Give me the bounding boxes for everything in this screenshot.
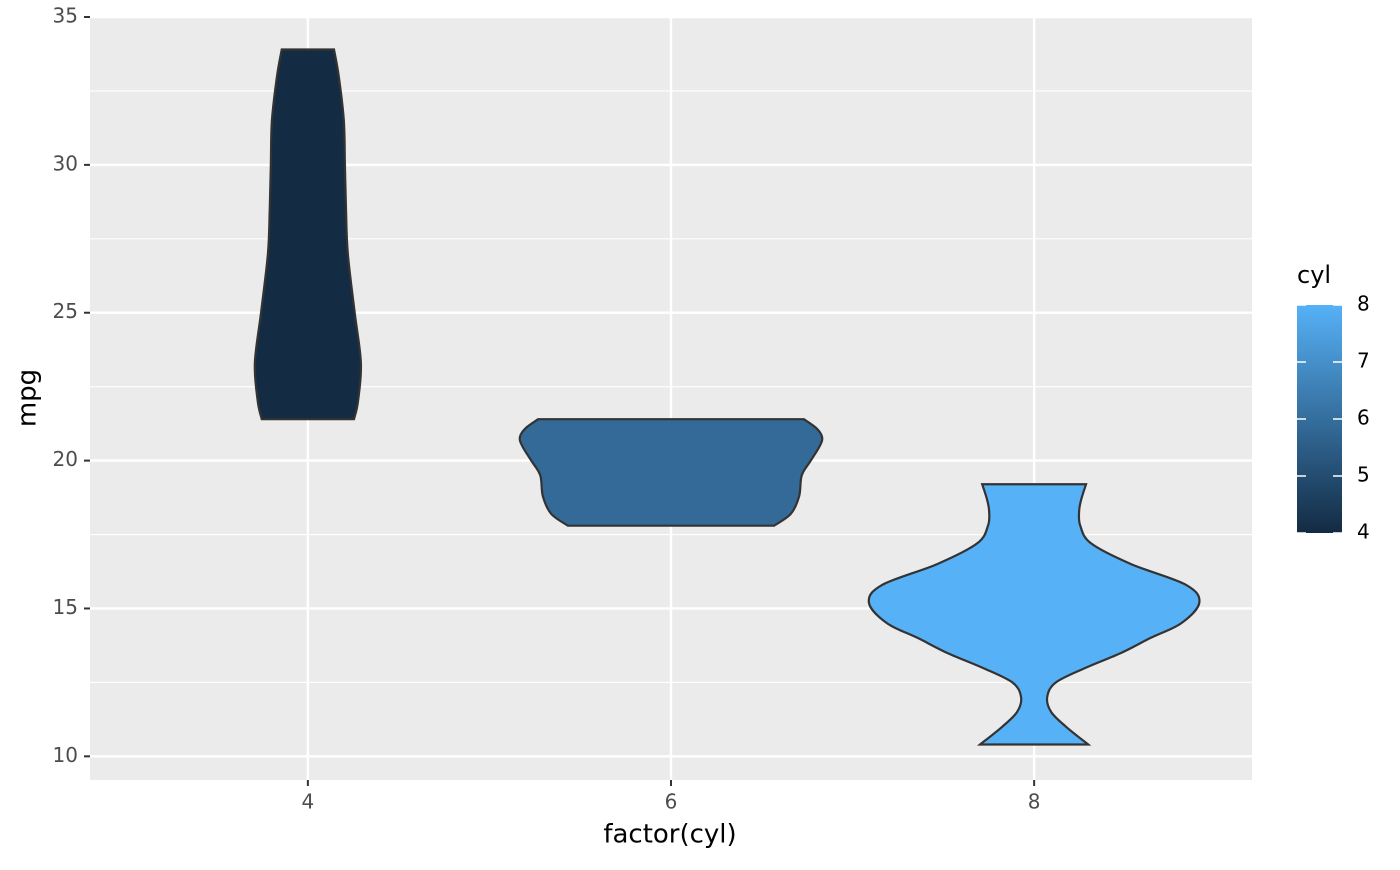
violin — [518, 418, 824, 527]
colorbar-label: 8 — [1357, 292, 1370, 316]
violin — [867, 483, 1201, 746]
y-tick-label: 25 — [53, 299, 78, 323]
y-tick-label: 35 — [53, 4, 78, 28]
x-tick-label: 4 — [302, 790, 315, 814]
x-axis-title: factor(cyl) — [603, 820, 736, 850]
y-tick-label: 20 — [53, 447, 78, 471]
y-tick-label: 30 — [53, 151, 78, 175]
y-tick-label: 15 — [53, 595, 78, 619]
violin — [253, 48, 363, 421]
x-tick-label: 8 — [1028, 790, 1041, 814]
y-tick-label: 10 — [53, 743, 78, 767]
colorbar-label: 6 — [1357, 406, 1370, 430]
x-tick-label: 6 — [665, 790, 678, 814]
colorbar-label: 7 — [1357, 349, 1370, 373]
y-axis-title: mpg — [13, 369, 43, 427]
colorbar-label: 4 — [1357, 520, 1370, 544]
colorbar-label: 5 — [1357, 463, 1370, 487]
legend-title: cyl — [1297, 261, 1331, 289]
